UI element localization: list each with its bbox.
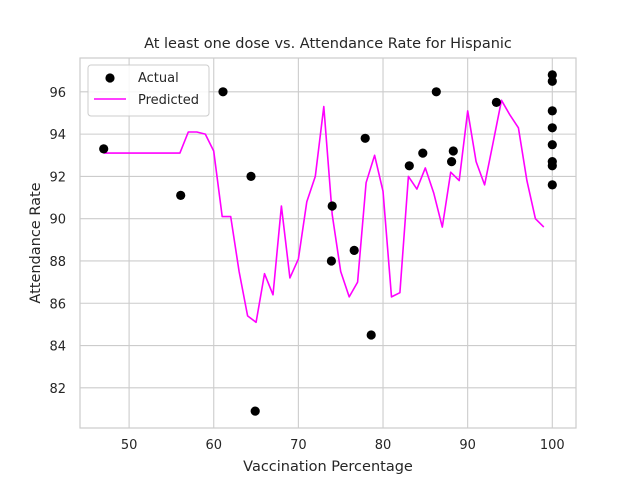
x-axis-label: Vaccination Percentage bbox=[243, 459, 413, 475]
x-tick-label: 70 bbox=[290, 438, 307, 453]
actual-point bbox=[349, 245, 359, 255]
actual-point bbox=[366, 330, 376, 340]
actual-point bbox=[418, 148, 428, 158]
y-tick-label: 96 bbox=[49, 86, 66, 101]
legend-predicted-label: Predicted bbox=[138, 93, 199, 108]
legend-actual-marker bbox=[105, 73, 115, 83]
x-tick-label: 60 bbox=[205, 438, 222, 453]
x-tick-label: 80 bbox=[375, 438, 392, 453]
actual-point bbox=[547, 180, 557, 190]
actual-point bbox=[448, 146, 458, 156]
y-tick-label: 90 bbox=[49, 213, 66, 228]
actual-point bbox=[176, 190, 186, 200]
x-tick-label: 90 bbox=[459, 438, 476, 453]
actual-point bbox=[250, 406, 260, 416]
actual-point bbox=[246, 171, 256, 181]
legend-box bbox=[87, 64, 210, 117]
actual-point bbox=[547, 70, 557, 80]
x-tick-label: 100 bbox=[540, 438, 565, 453]
actual-point bbox=[547, 106, 557, 116]
actual-point bbox=[431, 87, 441, 97]
actual-point bbox=[327, 201, 337, 211]
y-tick-label: 92 bbox=[49, 170, 66, 185]
legend-actual-label: Actual bbox=[138, 71, 179, 86]
actual-point bbox=[547, 123, 557, 133]
actual-point bbox=[360, 133, 370, 143]
actual-point bbox=[491, 97, 501, 107]
chart-title: At least one dose vs. Attendance Rate fo… bbox=[144, 36, 512, 52]
predicted-line bbox=[103, 99, 545, 324]
y-tick-label: 94 bbox=[49, 128, 66, 143]
scatter-series bbox=[99, 70, 557, 416]
x-tick-labels: 50 60 70 80 90 100 bbox=[121, 438, 565, 453]
y-tick-label: 88 bbox=[49, 255, 66, 270]
y-tick-labels: 82 84 86 88 90 92 94 96 bbox=[49, 86, 66, 397]
y-tick-label: 86 bbox=[49, 297, 66, 312]
plot-area bbox=[80, 58, 576, 428]
actual-point bbox=[404, 161, 414, 171]
line-series bbox=[103, 99, 545, 324]
actual-point bbox=[326, 256, 336, 266]
legend: Actual Predicted bbox=[87, 64, 210, 117]
actual-point bbox=[99, 144, 109, 154]
y-tick-label: 84 bbox=[49, 340, 66, 355]
actual-point bbox=[547, 76, 557, 86]
y-axis-label: Attendance Rate bbox=[28, 182, 44, 303]
y-tick-label: 82 bbox=[49, 382, 66, 397]
gridlines bbox=[80, 58, 576, 428]
plot-frame bbox=[79, 57, 577, 429]
actual-point bbox=[218, 87, 228, 97]
x-tick-label: 50 bbox=[121, 438, 138, 453]
actual-point bbox=[547, 161, 557, 171]
actual-point bbox=[447, 157, 457, 167]
actual-point bbox=[547, 140, 557, 150]
